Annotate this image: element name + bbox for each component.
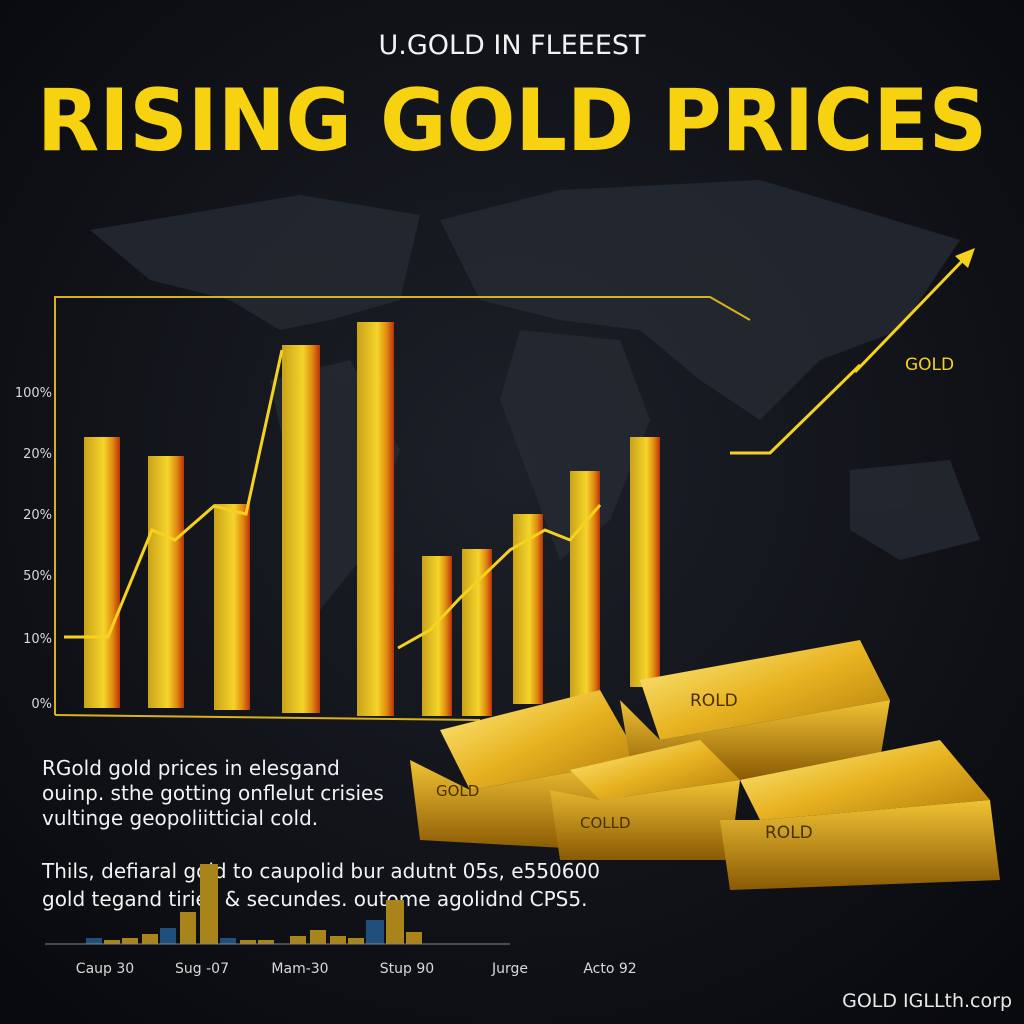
subtitle: U.GOLD IN FLEEEST [378, 30, 646, 61]
ingot-label: ROLD [765, 823, 813, 843]
timeline-label: Sug -07 [175, 961, 229, 977]
axis-label: 20% [23, 447, 52, 462]
bar [630, 437, 660, 687]
trend-line [64, 349, 284, 639]
timeline-label: Stup 90 [380, 961, 434, 977]
arrow-line [730, 256, 967, 455]
bars [84, 322, 660, 716]
axis-label: 0% [31, 697, 52, 712]
ingot-label: ROLD [690, 691, 738, 711]
mini-bars [45, 864, 510, 945]
arrow-head [955, 248, 975, 268]
bar [214, 504, 250, 710]
footer: GOLD IGLLth.corp [842, 990, 1012, 1012]
ingot-label: GOLD [436, 782, 479, 800]
bar [513, 514, 543, 704]
axis-label: 100% [15, 386, 52, 401]
paragraph-line: Thils, defiaral gold to caupolid bur adu… [41, 859, 600, 883]
ingot-label: COLLD [580, 814, 631, 832]
bar [422, 556, 452, 716]
timeline-label: Acto 92 [583, 961, 636, 977]
paragraph-line: ouinp. sthe gotting onflelut crisies [42, 781, 384, 805]
arrow-label: GOLD [905, 355, 954, 375]
bar [570, 471, 600, 701]
axis-label: 20% [23, 508, 52, 523]
paragraph-line: vultinge geopoliitticial cold. [42, 806, 318, 830]
chart-frame [54, 296, 751, 715]
paragraph-line: gold tegand tiries & secundes. outome ag… [42, 887, 587, 911]
axis-label: 10% [23, 632, 52, 647]
axis-label: 50% [23, 569, 52, 584]
bar [282, 345, 320, 713]
bar [357, 322, 394, 716]
gold-ingots: ROLD GOLD COLLD ROLD [410, 640, 1000, 890]
title: RISING GOLD PRICES [37, 71, 987, 171]
timeline-label: Caup 30 [76, 961, 134, 977]
trend-line [397, 504, 602, 650]
bar [84, 437, 120, 708]
bar [148, 456, 184, 708]
chart-baseline [54, 714, 481, 721]
bar [462, 549, 492, 716]
timeline-label: Jurge [491, 961, 528, 977]
timeline-label: Mam-30 [271, 961, 328, 977]
paragraph-line: RGold gold prices in elesgand [42, 756, 340, 780]
